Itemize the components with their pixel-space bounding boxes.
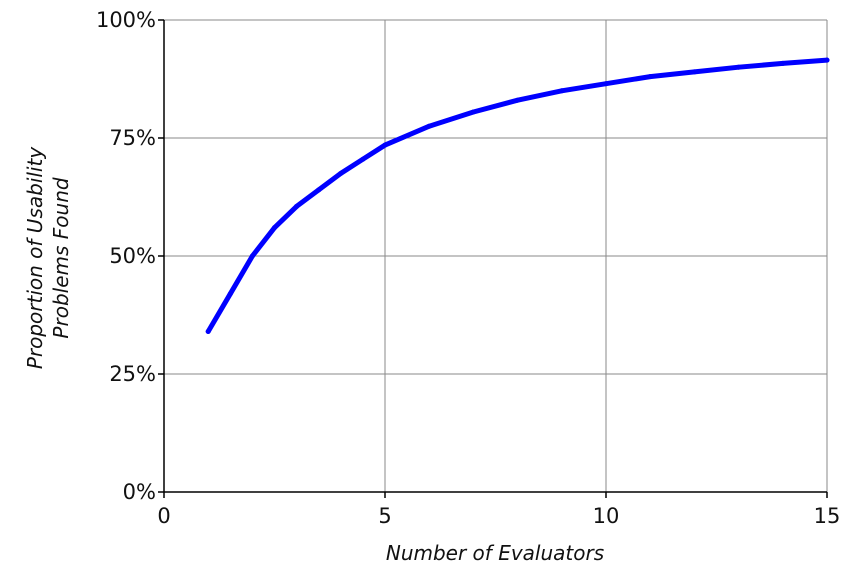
data-point-0-10: [470, 109, 476, 115]
y-tick-label-3: 75%: [109, 126, 156, 150]
data-point-0-5: [316, 187, 322, 193]
data-point-0-12: [559, 88, 565, 94]
y-tick-label-2: 50%: [109, 244, 156, 268]
data-point-0-0: [205, 329, 211, 335]
data-point-0-2: [249, 253, 255, 259]
y-tick-label-1: 25%: [109, 362, 156, 386]
y-axis-title-line-2: Problems Found: [49, 177, 73, 338]
x-tick-label-0: 0: [157, 504, 170, 528]
data-point-0-4: [294, 203, 300, 209]
data-point-0-14: [647, 74, 653, 80]
data-point-0-15: [691, 69, 697, 75]
y-tick-label-0: 0%: [123, 480, 156, 504]
x-axis-title: Number of Evaluators: [386, 541, 604, 564]
grid-lines: [164, 19, 828, 492]
data-point-0-7: [360, 156, 366, 162]
y-axis-title-line-1: Proportion of Usability: [23, 146, 47, 369]
tick-labels: 0 5 10 15 0% 25% 50% 75% 100%: [96, 8, 840, 528]
y-axis-title: Proportion of Usability Problems Found: [23, 146, 73, 369]
data-point-0-13: [603, 81, 609, 87]
axes: [158, 19, 828, 498]
data-point-0-18: [824, 57, 830, 63]
series-layer: [205, 57, 830, 335]
data-point-0-9: [426, 123, 432, 129]
x-tick-label-2: 10: [593, 504, 620, 528]
data-point-0-6: [338, 170, 344, 176]
x-tick-label-1: 5: [378, 504, 391, 528]
data-point-0-17: [780, 60, 786, 66]
data-point-0-8: [382, 142, 388, 148]
data-point-0-3: [272, 225, 277, 231]
data-point-0-16: [736, 64, 742, 70]
data-point-0-1: [227, 291, 233, 297]
y-tick-label-4: 100%: [96, 8, 156, 32]
data-point-0-11: [515, 97, 521, 103]
x-tick-label-3: 15: [814, 504, 841, 528]
